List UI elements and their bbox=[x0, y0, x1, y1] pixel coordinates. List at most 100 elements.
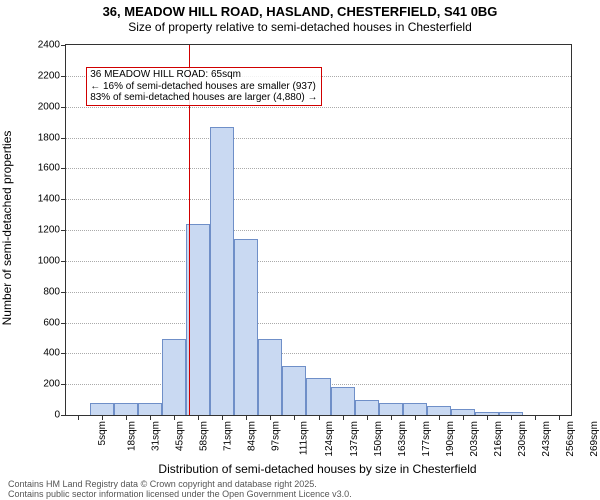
annotation-box: 36 MEADOW HILL ROAD: 65sqm← 16% of semi-… bbox=[86, 67, 321, 106]
ytick-mark bbox=[61, 415, 66, 416]
ytick-label: 0 bbox=[54, 410, 60, 421]
xtick-mark bbox=[270, 415, 271, 420]
ytick-label: 1400 bbox=[38, 194, 60, 205]
xtick-label: 256sqm bbox=[565, 421, 576, 457]
histogram-bar bbox=[258, 339, 282, 415]
histogram-bar bbox=[210, 127, 234, 415]
ytick-mark bbox=[61, 138, 66, 139]
xtick-mark bbox=[511, 415, 512, 420]
xtick-label: 97sqm bbox=[271, 421, 282, 451]
ytick-label: 1800 bbox=[38, 132, 60, 143]
gridline bbox=[66, 353, 571, 354]
xtick-mark bbox=[174, 415, 175, 420]
ytick-mark bbox=[61, 168, 66, 169]
xtick-mark bbox=[319, 415, 320, 420]
histogram-bar bbox=[403, 403, 427, 415]
histogram-bar bbox=[114, 403, 138, 415]
x-axis-label: Distribution of semi-detached houses by … bbox=[65, 462, 570, 476]
gridline bbox=[66, 323, 571, 324]
histogram-bar bbox=[90, 403, 114, 415]
histogram-bar bbox=[162, 339, 186, 415]
xtick-label: 137sqm bbox=[349, 421, 360, 457]
ytick-mark bbox=[61, 261, 66, 262]
xtick-label: 124sqm bbox=[325, 421, 336, 457]
ytick-mark bbox=[61, 323, 66, 324]
ytick-label: 400 bbox=[43, 348, 60, 359]
xtick-label: 71sqm bbox=[223, 421, 234, 451]
xtick-label: 84sqm bbox=[247, 421, 258, 451]
xtick-mark bbox=[102, 415, 103, 420]
ytick-mark bbox=[61, 76, 66, 77]
footer-attribution: Contains HM Land Registry data © Crown c… bbox=[8, 480, 352, 500]
ytick-mark bbox=[61, 107, 66, 108]
gridline bbox=[66, 199, 571, 200]
gridline bbox=[66, 107, 571, 108]
xtick-label: 5sqm bbox=[97, 421, 108, 445]
footer-line2: Contains public sector information licen… bbox=[8, 490, 352, 500]
annotation-line: 36 MEADOW HILL ROAD: 65sqm bbox=[90, 69, 317, 81]
xtick-mark bbox=[463, 415, 464, 420]
xtick-mark bbox=[559, 415, 560, 420]
histogram-bar bbox=[355, 400, 379, 415]
xtick-label: 230sqm bbox=[517, 421, 528, 457]
annotation-line: 83% of semi-detached houses are larger (… bbox=[90, 92, 317, 104]
xtick-label: 45sqm bbox=[175, 421, 186, 451]
chart-container: 36, MEADOW HILL ROAD, HASLAND, CHESTERFI… bbox=[0, 0, 600, 500]
histogram-bar bbox=[306, 378, 330, 415]
chart-title: 36, MEADOW HILL ROAD, HASLAND, CHESTERFI… bbox=[0, 0, 600, 20]
xtick-label: 177sqm bbox=[421, 421, 432, 457]
xtick-mark bbox=[487, 415, 488, 420]
histogram-bar bbox=[379, 403, 403, 415]
xtick-label: 243sqm bbox=[541, 421, 552, 457]
xtick-mark bbox=[343, 415, 344, 420]
gridline bbox=[66, 230, 571, 231]
xtick-mark bbox=[222, 415, 223, 420]
gridline bbox=[66, 168, 571, 169]
xtick-mark bbox=[535, 415, 536, 420]
ytick-label: 600 bbox=[43, 317, 60, 328]
ytick-label: 2200 bbox=[38, 70, 60, 81]
chart-subtitle: Size of property relative to semi-detach… bbox=[0, 20, 600, 38]
xtick-label: 203sqm bbox=[469, 421, 480, 457]
gridline bbox=[66, 261, 571, 262]
ytick-mark bbox=[61, 353, 66, 354]
ytick-label: 1000 bbox=[38, 255, 60, 266]
xtick-label: 31sqm bbox=[151, 421, 162, 451]
histogram-bar bbox=[331, 387, 355, 415]
xtick-mark bbox=[367, 415, 368, 420]
xtick-mark bbox=[78, 415, 79, 420]
xtick-label: 18sqm bbox=[127, 421, 138, 451]
ytick-mark bbox=[61, 45, 66, 46]
histogram-bar bbox=[186, 224, 210, 415]
ytick-label: 2000 bbox=[38, 101, 60, 112]
xtick-mark bbox=[439, 415, 440, 420]
annotation-line: ← 16% of semi-detached houses are smalle… bbox=[90, 81, 317, 93]
ytick-mark bbox=[61, 292, 66, 293]
gridline bbox=[66, 138, 571, 139]
histogram-bar bbox=[427, 406, 451, 415]
ytick-label: 1600 bbox=[38, 163, 60, 174]
plot-box: 0200400600800100012001400160018002000220… bbox=[65, 44, 572, 416]
xtick-mark bbox=[415, 415, 416, 420]
ytick-label: 2400 bbox=[38, 40, 60, 51]
histogram-bar bbox=[138, 403, 162, 415]
ytick-mark bbox=[61, 230, 66, 231]
xtick-mark bbox=[126, 415, 127, 420]
chart-area: 0200400600800100012001400160018002000220… bbox=[65, 44, 570, 414]
xtick-mark bbox=[294, 415, 295, 420]
gridline bbox=[66, 292, 571, 293]
ytick-label: 1200 bbox=[38, 225, 60, 236]
ytick-mark bbox=[61, 384, 66, 385]
xtick-label: 216sqm bbox=[493, 421, 504, 457]
ytick-label: 200 bbox=[43, 379, 60, 390]
xtick-label: 190sqm bbox=[445, 421, 456, 457]
y-axis-label: Number of semi-detached properties bbox=[0, 43, 14, 413]
xtick-label: 111sqm bbox=[299, 421, 310, 455]
ytick-mark bbox=[61, 199, 66, 200]
xtick-label: 269sqm bbox=[589, 421, 600, 457]
xtick-mark bbox=[391, 415, 392, 420]
xtick-mark bbox=[246, 415, 247, 420]
xtick-label: 150sqm bbox=[373, 421, 384, 457]
xtick-mark bbox=[150, 415, 151, 420]
histogram-bar bbox=[282, 366, 306, 415]
